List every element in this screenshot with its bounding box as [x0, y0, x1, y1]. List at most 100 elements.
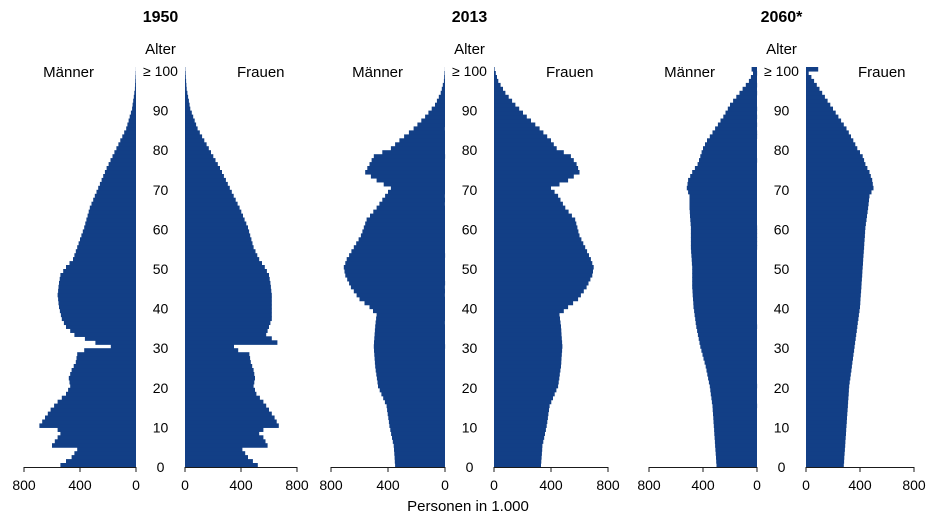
x-tick-label-women: 400: [539, 477, 563, 493]
bar-men-age-57: [690, 237, 758, 242]
bar-men-age-24: [706, 368, 757, 373]
bar-women-age-79: [185, 150, 211, 155]
bar-women-age-31: [494, 340, 563, 345]
bar-men-age-26: [75, 360, 136, 365]
bar-women-age-99: [185, 71, 186, 76]
bar-men-age-59: [362, 229, 445, 234]
bar-men-age-52: [346, 257, 445, 262]
bar-women-age-96: [185, 82, 187, 88]
bar-women-age-13: [806, 411, 848, 417]
bar-women-age-16: [806, 399, 849, 405]
bar-men-age-0: [60, 463, 136, 468]
bar-women-age-93: [494, 94, 509, 100]
bar-men-age-17: [711, 395, 757, 401]
bar-men-age-32: [84, 336, 136, 341]
bar-men-age-54: [351, 249, 445, 254]
bar-women-age-98: [494, 75, 497, 80]
bar-men-age-66: [91, 201, 136, 207]
bar-women-age-54: [185, 249, 256, 254]
bar-men-age-21: [69, 379, 136, 385]
bar-women-age-49: [185, 269, 267, 274]
bar-women-age-66: [185, 201, 238, 207]
bar-women-age-18: [806, 391, 849, 397]
bar-women-age-13: [494, 411, 549, 417]
x-tick-label-women: 400: [229, 477, 253, 493]
bar-women-age-72: [494, 177, 569, 183]
bar-men-age-29: [374, 348, 445, 353]
bar-men-age-81: [705, 142, 757, 147]
bar-women-age-9: [185, 427, 264, 432]
bar-women-age-48: [806, 273, 863, 278]
bar-women-age-71: [185, 181, 228, 187]
bar-men-age-9: [714, 427, 757, 432]
bar-women-age-70: [806, 185, 874, 191]
bar-men-age-73: [370, 174, 445, 179]
bar-men-age-11: [713, 419, 757, 425]
bar-women-age-0: [494, 463, 541, 468]
bar-women-age-74: [806, 170, 870, 175]
bar-women-age-67: [185, 197, 236, 203]
bar-men-age-85: [715, 126, 757, 131]
bar-women-age-32: [806, 336, 856, 341]
bar-men-age-86: [417, 122, 445, 128]
bar-women-age-71: [494, 181, 560, 187]
bar-men-age-52: [73, 257, 136, 262]
bar-men-age-70: [686, 185, 757, 191]
bar-men-age-16: [384, 399, 445, 405]
bar-men-age-35: [375, 324, 445, 329]
bar-men-age-55: [77, 245, 136, 250]
bar-women-age-76: [494, 162, 577, 167]
bar-women-age-32: [494, 336, 562, 341]
bar-men-age-89: [428, 110, 445, 116]
bar-women-age-27: [494, 356, 562, 361]
bar-men-age-73: [690, 174, 757, 179]
bar-men-age-66: [379, 201, 445, 207]
bar-men-age-96: [442, 82, 445, 88]
bar-men-age-17: [383, 395, 445, 401]
bar-women-age-36: [185, 320, 271, 326]
bar-women-age-63: [806, 213, 867, 219]
bar-men-age-61: [365, 221, 445, 227]
bar-men-age-14: [712, 407, 757, 413]
bar-men-age-59: [690, 229, 758, 234]
bar-men-age-19: [379, 387, 445, 393]
bar-women-age-75: [185, 166, 220, 171]
bar-women-age-90: [494, 106, 520, 112]
bar-women-age-58: [806, 233, 865, 238]
bar-men-age-28: [77, 352, 136, 357]
bar-women-age-17: [806, 395, 849, 401]
bar-women-age-76: [806, 162, 866, 167]
bar-men-age-31: [95, 340, 136, 345]
bar-men-age-97: [443, 78, 445, 84]
bar-women-age-56: [494, 241, 584, 246]
bar-women-age-43: [494, 292, 581, 298]
bar-men-age-6: [714, 439, 757, 444]
bar-women-age-8: [185, 431, 260, 436]
bar-men-age-56: [356, 241, 445, 246]
bar-women-age-79: [494, 150, 564, 155]
bar-women-age-97: [185, 78, 187, 84]
bar-women-age-15: [185, 403, 267, 409]
bar-men-age-99: [753, 71, 758, 76]
bar-women-age-90: [185, 106, 191, 112]
bar-men-age-75: [106, 166, 136, 171]
bar-men-age-22: [708, 375, 757, 381]
bar-women-age-5: [494, 443, 543, 448]
bar-men-age-26: [374, 360, 445, 365]
bar-men-age-100: [751, 67, 757, 72]
bar-men-age-0: [395, 463, 445, 468]
bar-women-age-55: [494, 245, 586, 250]
bar-women-age-41: [185, 300, 272, 306]
x-tick-label-men: 800: [637, 477, 661, 493]
bar-men-age-93: [736, 94, 757, 100]
bar-women-age-33: [806, 332, 857, 337]
x-tick-label-men: 400: [376, 477, 400, 493]
bar-women-age-89: [494, 110, 523, 116]
bar-women-age-66: [806, 201, 869, 207]
bar-women-age-66: [494, 201, 563, 207]
bar-women-age-69: [806, 189, 872, 195]
bar-women-age-39: [185, 308, 272, 314]
bar-women-age-42: [806, 296, 861, 302]
bar-women-age-4: [494, 447, 543, 452]
